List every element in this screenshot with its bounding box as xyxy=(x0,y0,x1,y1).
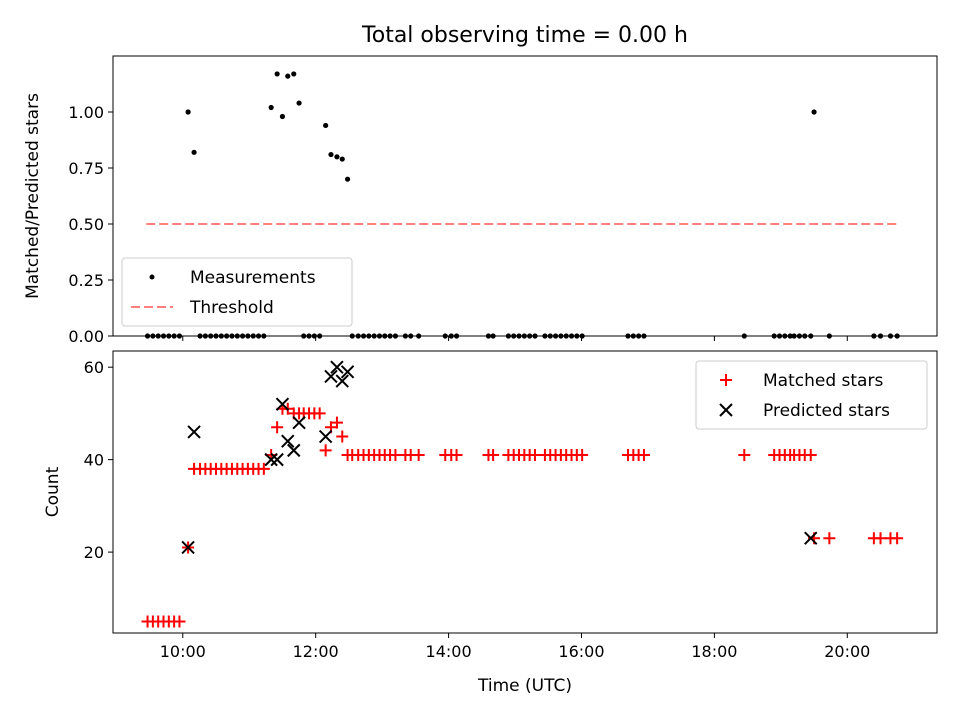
top-y-ticks: 0.00 0.25 0.50 0.75 1.00 xyxy=(68,103,113,346)
measurement-point xyxy=(328,151,334,158)
bottom-plot-frame xyxy=(112,350,938,634)
y-tick-label: 20 xyxy=(84,543,104,562)
legend-predicted-label: Predicted stars xyxy=(763,401,890,421)
x-tick-label: 16:00 xyxy=(558,642,604,661)
x-tick-label: 12:00 xyxy=(293,642,339,661)
x-tick-label: 10:00 xyxy=(160,642,206,661)
matched-star-point xyxy=(738,449,751,462)
legend-threshold-label: Threshold xyxy=(189,298,274,318)
measurement-point xyxy=(323,122,329,129)
matched-star-point xyxy=(313,407,326,420)
predicted-star-point xyxy=(287,443,301,458)
legend-predicted-marker xyxy=(719,403,733,417)
y-tick-label: 0.00 xyxy=(68,327,104,346)
predicted-star-point xyxy=(264,452,278,467)
top-plot-marks xyxy=(144,71,900,339)
y-tick-label: 0.50 xyxy=(68,215,104,234)
predicted-star-point xyxy=(804,531,818,545)
x-tick-label: 20:00 xyxy=(824,642,870,661)
bottom-legend: Matched stars Predicted stars xyxy=(695,360,928,430)
matched-star-point xyxy=(450,449,463,462)
top-x-ticks xyxy=(182,336,848,341)
matched-star-point xyxy=(336,430,349,443)
predicted-star-point xyxy=(281,434,295,448)
bottom-y-ticks: 20 40 60 xyxy=(84,358,113,562)
measurement-point xyxy=(185,109,191,115)
legend-matched-marker xyxy=(720,374,732,386)
bottom-plot-marks xyxy=(141,360,904,628)
predicted-star-point xyxy=(292,415,306,430)
measurement-point xyxy=(268,104,274,111)
matched-star-point xyxy=(319,444,332,457)
matched-star-point xyxy=(487,449,500,462)
y-tick-label: 0.25 xyxy=(68,271,104,290)
measurement-point xyxy=(285,73,291,79)
measurement-point xyxy=(296,100,302,106)
legend-matched-label: Matched stars xyxy=(763,371,883,391)
top-plot-frame xyxy=(112,55,938,337)
matched-star-point xyxy=(412,449,425,462)
y-tick-label: 40 xyxy=(84,451,104,470)
bottom-x-ticks: 10:00 12:00 14:00 16:00 18:00 20:00 xyxy=(160,633,870,661)
bottom-legend-box xyxy=(695,360,928,430)
bottom-y-axis-label: Count xyxy=(43,466,63,517)
matched-star-point xyxy=(173,615,186,628)
matched-star-point xyxy=(891,532,904,545)
legend-measurements-marker xyxy=(149,274,155,280)
top-legend: Measurements Threshold xyxy=(121,257,353,327)
matched-star-point xyxy=(257,462,270,475)
predicted-star-point xyxy=(275,397,290,411)
predicted-star-point xyxy=(318,429,333,444)
predicted-star-point xyxy=(181,540,195,555)
measurement-point xyxy=(279,113,286,120)
predicted-star-point xyxy=(324,369,338,384)
predicted-star-point xyxy=(270,452,284,467)
measurement-point xyxy=(811,109,817,115)
predicted-star-point xyxy=(335,374,349,388)
measurement-point xyxy=(291,71,297,77)
y-tick-label: 0.75 xyxy=(68,159,104,178)
matched-star-point xyxy=(823,532,836,545)
matched-star-point xyxy=(330,416,343,429)
measurement-point xyxy=(334,154,340,160)
matched-star-point xyxy=(804,449,817,462)
measurement-point xyxy=(339,156,345,162)
top-legend-box xyxy=(121,257,353,327)
legend-measurements-label: Measurements xyxy=(190,268,316,288)
measurement-point xyxy=(191,149,197,155)
matched-star-point xyxy=(637,449,650,462)
y-tick-label: 1.00 xyxy=(68,103,104,122)
predicted-star-point xyxy=(330,360,344,374)
predicted-star-point xyxy=(340,365,355,379)
x-tick-label: 14:00 xyxy=(426,642,472,661)
predicted-star-point xyxy=(187,425,201,439)
chart-title: Total observing time = 0.00 h xyxy=(361,23,688,48)
y-tick-label: 60 xyxy=(84,358,104,377)
x-axis-label: Time (UTC) xyxy=(477,676,572,696)
measurement-point xyxy=(344,176,351,182)
x-tick-label: 18:00 xyxy=(691,642,737,661)
top-y-axis-label: Matched/Predicted stars xyxy=(23,93,43,299)
measurement-point xyxy=(274,71,280,77)
matched-star-point xyxy=(576,449,589,462)
matched-star-point xyxy=(271,421,284,434)
